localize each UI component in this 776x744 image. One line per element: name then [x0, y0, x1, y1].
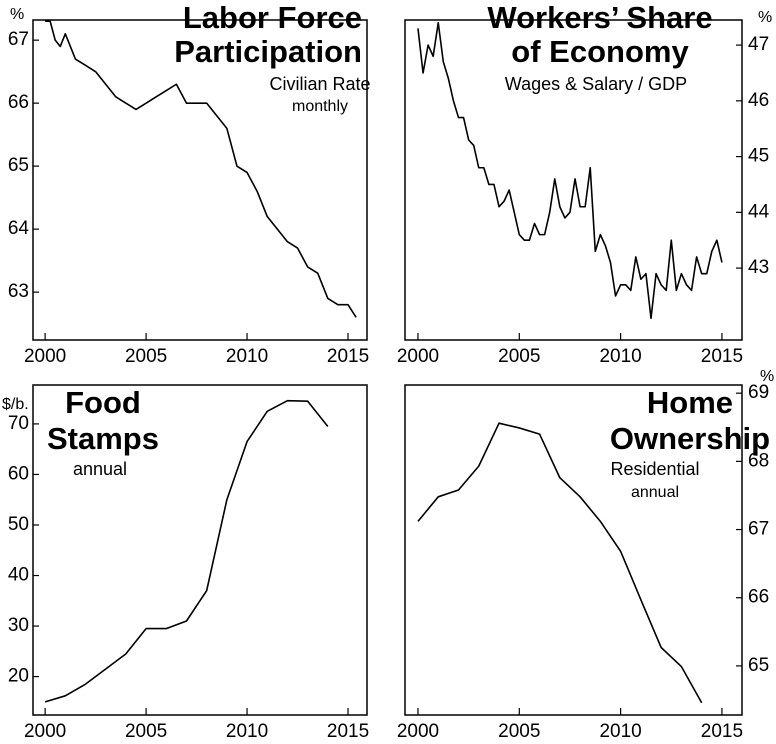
data-line	[417, 422, 703, 704]
y-tick-label: 69	[748, 382, 769, 403]
x-tick-label: 2010	[599, 346, 641, 367]
unit-label: $/b.	[2, 396, 29, 413]
x-tick-label: 2005	[125, 346, 167, 367]
x-tick-label: 2010	[226, 721, 268, 742]
unit-label: %	[758, 9, 772, 26]
y-tick-label: 50	[8, 514, 29, 535]
y-tick-label: 40	[8, 565, 29, 586]
panel-title: of Economy	[511, 34, 689, 69]
y-tick-label: 63	[8, 281, 29, 302]
plot-frame	[32, 384, 368, 716]
panel-subtitle: Residential	[610, 459, 699, 479]
x-tick-label: 2000	[24, 721, 66, 742]
x-tick-label: 2010	[226, 346, 268, 367]
y-tick-label: 65	[8, 155, 29, 176]
y-tick-label: 30	[8, 615, 29, 636]
x-tick-label: 2015	[327, 346, 369, 367]
panel-subtitle: monthly	[292, 98, 348, 115]
x-tick-label: 2005	[498, 346, 540, 367]
y-tick-label: 70	[8, 413, 29, 434]
y-tick-label: 68	[748, 450, 769, 471]
unit-label: %	[760, 368, 774, 385]
y-tick-label: 64	[8, 218, 30, 239]
data-line	[45, 20, 357, 318]
y-tick-label: 46	[748, 90, 769, 111]
plot-frame	[404, 19, 743, 341]
panel-title: Ownership	[610, 421, 770, 456]
x-tick-label: 2015	[327, 721, 369, 742]
x-tick-label: 2005	[498, 721, 540, 742]
data-line	[417, 21, 723, 320]
x-tick-label: 2015	[701, 346, 743, 367]
panel-title: Stamps	[47, 421, 159, 456]
y-tick-label: 66	[748, 587, 769, 608]
panel-subtitle: annual	[631, 484, 679, 501]
y-tick-label: 67	[8, 29, 29, 50]
x-tick-label: 2000	[397, 346, 439, 367]
x-tick-label: 2010	[599, 721, 641, 742]
y-tick-label: 45	[748, 146, 769, 167]
panel-subtitle: Civilian Rate	[269, 74, 370, 94]
y-tick-label: 65	[748, 655, 769, 676]
y-tick-label: 44	[748, 201, 770, 222]
x-tick-label: 2000	[24, 346, 66, 367]
panel-title: Food	[65, 385, 141, 420]
plot-frame	[32, 19, 368, 341]
y-tick-label: 43	[748, 257, 769, 278]
y-tick-label: 60	[8, 463, 29, 484]
y-tick-label: 20	[8, 666, 29, 687]
y-tick-label: 66	[8, 92, 29, 113]
x-tick-label: 2015	[701, 721, 743, 742]
plot-frame	[404, 384, 743, 716]
panel-title: Workers’ Share	[487, 0, 712, 35]
x-tick-label: 2000	[397, 721, 439, 742]
data-line	[44, 399, 329, 703]
panel-title: Participation	[174, 34, 362, 69]
y-tick-label: 67	[748, 519, 769, 540]
unit-label: %	[10, 6, 24, 23]
panel-title: Home	[647, 385, 733, 420]
panel-subtitle: annual	[73, 459, 127, 479]
panel-title: Labor Force	[183, 0, 362, 35]
y-tick-label: 47	[748, 34, 769, 55]
x-tick-label: 2005	[125, 721, 167, 742]
panel-subtitle: Wages & Salary / GDP	[505, 74, 687, 94]
